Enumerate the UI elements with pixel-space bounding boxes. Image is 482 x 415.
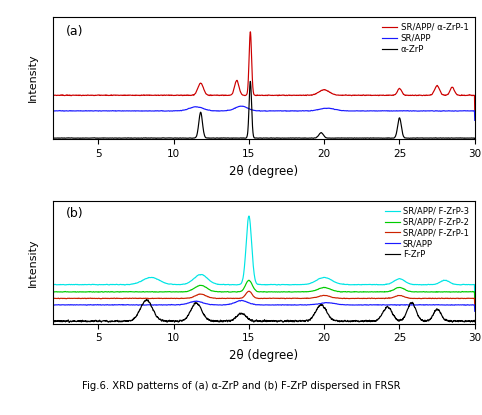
SR/APP (239, 298, 244, 303)
F-ZrP (469, 319, 475, 324)
α-ZrP (50, 136, 56, 141)
SR/APP/ α-ZrP-1 (50, 110, 56, 115)
SR/APP/ F-ZrP-2 (472, 300, 478, 305)
SR/APP/ F-ZrP-2 (397, 285, 403, 290)
α-ZrP (306, 136, 311, 141)
F-ZrP (472, 319, 478, 324)
SR/APP/ F-ZrP-1 (50, 308, 56, 313)
SR/APP/ F-ZrP-2 (241, 287, 246, 292)
SR/APP/ F-ZrP-3 (397, 276, 403, 281)
F-ZrP (383, 306, 388, 311)
α-ZrP (248, 79, 254, 84)
SR/APP/ α-ZrP-1 (472, 110, 478, 115)
α-ZrP (207, 136, 213, 141)
Line: SR/APP/ F-ZrP-2: SR/APP/ F-ZrP-2 (53, 280, 475, 308)
SR/APP (306, 302, 311, 307)
SR/APP (241, 298, 246, 303)
SR/APP/ F-ZrP-3 (50, 302, 56, 307)
SR/APP (207, 302, 213, 307)
SR/APP/ F-ZrP-3 (306, 281, 311, 286)
X-axis label: 2θ (degree): 2θ (degree) (229, 349, 298, 362)
SR/APP (472, 118, 478, 123)
SR/APP/ F-ZrP-3 (241, 275, 246, 280)
SR/APP/ F-ZrP-3 (207, 278, 213, 283)
SR/APP (397, 303, 403, 308)
Line: SR/APP/ F-ZrP-3: SR/APP/ F-ZrP-3 (53, 216, 475, 304)
SR/APP (472, 309, 478, 314)
SR/APP/ α-ZrP-1 (306, 93, 311, 98)
SR/APP/ F-ZrP-1 (241, 295, 246, 300)
SR/APP/ F-ZrP-2 (207, 287, 213, 292)
SR/APP/ F-ZrP-2 (469, 289, 475, 294)
α-ZrP (397, 117, 403, 122)
Legend: SR/APP/ F-ZrP-3, SR/APP/ F-ZrP-2, SR/APP/ F-ZrP-1, SR/APP, F-ZrP: SR/APP/ F-ZrP-3, SR/APP/ F-ZrP-2, SR/APP… (383, 205, 470, 261)
SR/APP (241, 104, 246, 109)
SR/APP/ α-ZrP-1 (207, 93, 213, 98)
SR/APP/ F-ZrP-3 (472, 295, 478, 300)
F-ZrP (144, 297, 149, 302)
SR/APP (50, 312, 56, 317)
SR/APP/ F-ZrP-2 (246, 278, 252, 283)
Y-axis label: Intensity: Intensity (28, 238, 38, 287)
α-ZrP (241, 136, 246, 141)
SR/APP/ F-ZrP-1 (246, 289, 252, 294)
Text: (a): (a) (66, 25, 83, 38)
SR/APP (469, 108, 475, 113)
SR/APP/ F-ZrP-2 (382, 289, 388, 294)
SR/APP (238, 104, 244, 109)
Text: Fig.6. XRD patterns of (a) α-ZrP and (b) F-ZrP dispersed in FRSR: Fig.6. XRD patterns of (a) α-ZrP and (b)… (82, 381, 400, 391)
X-axis label: 2θ (degree): 2θ (degree) (229, 165, 298, 178)
Line: SR/APP/ α-ZrP-1: SR/APP/ α-ZrP-1 (53, 32, 475, 113)
Y-axis label: Intensity: Intensity (28, 54, 38, 103)
SR/APP/ F-ZrP-2 (306, 289, 311, 294)
α-ZrP (472, 136, 478, 141)
SR/APP/ F-ZrP-1 (397, 293, 403, 298)
SR/APP/ F-ZrP-1 (306, 296, 311, 301)
Line: F-ZrP: F-ZrP (53, 300, 475, 322)
α-ZrP (382, 136, 388, 141)
SR/APP/ F-ZrP-3 (469, 282, 475, 287)
Line: SR/APP: SR/APP (53, 300, 475, 314)
F-ZrP (241, 312, 246, 317)
SR/APP/ F-ZrP-1 (469, 296, 475, 301)
SR/APP/ F-ZrP-1 (472, 304, 478, 309)
SR/APP/ F-ZrP-3 (246, 214, 252, 219)
Legend: SR/APP/ α-ZrP-1, SR/APP, α-ZrP: SR/APP/ α-ZrP-1, SR/APP, α-ZrP (380, 21, 470, 56)
SR/APP/ α-ZrP-1 (469, 93, 475, 98)
Line: α-ZrP: α-ZrP (53, 81, 475, 139)
SR/APP (397, 108, 403, 113)
SR/APP/ α-ZrP-1 (397, 87, 403, 92)
SR/APP/ F-ZrP-1 (382, 295, 388, 300)
Text: (b): (b) (66, 207, 83, 220)
SR/APP/ α-ZrP-1 (382, 93, 388, 98)
SR/APP/ α-ZrP-1 (248, 29, 254, 34)
SR/APP/ F-ZrP-1 (207, 295, 213, 300)
F-ZrP (207, 318, 213, 323)
Line: SR/APP: SR/APP (53, 106, 475, 125)
SR/APP/ α-ZrP-1 (241, 93, 246, 98)
Line: SR/APP/ F-ZrP-1: SR/APP/ F-ZrP-1 (53, 291, 475, 311)
SR/APP (382, 108, 388, 113)
F-ZrP (67, 320, 72, 325)
F-ZrP (398, 317, 403, 322)
SR/APP (207, 107, 213, 112)
SR/APP (306, 108, 311, 113)
F-ZrP (306, 318, 311, 323)
SR/APP (382, 303, 388, 308)
SR/APP (469, 302, 475, 307)
SR/APP/ F-ZrP-3 (382, 282, 388, 287)
F-ZrP (50, 320, 56, 325)
SR/APP/ F-ZrP-2 (50, 305, 56, 310)
α-ZrP (469, 136, 475, 141)
SR/APP (50, 123, 56, 128)
